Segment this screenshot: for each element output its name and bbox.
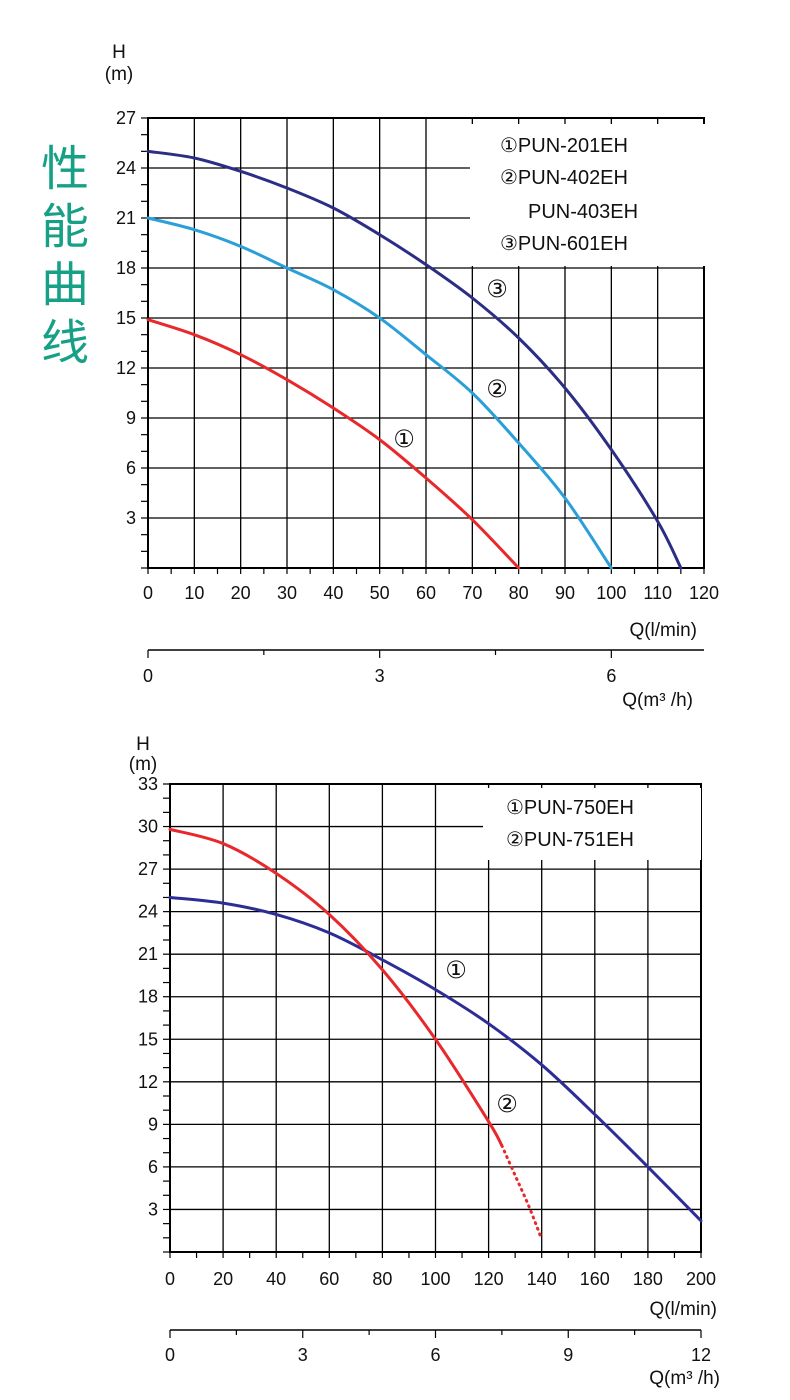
y-tick-label: 3 (126, 508, 136, 528)
y-tick-label: 12 (138, 1072, 158, 1092)
y-tick-label: 24 (116, 158, 136, 178)
x-axis-title: Q(l/min) (629, 620, 697, 641)
secondary-tick-label: 0 (143, 666, 153, 686)
y-tick-label: 12 (116, 358, 136, 378)
legend-box (470, 124, 708, 266)
y-tick-label: 18 (138, 987, 158, 1007)
x-tick-label: 40 (323, 583, 343, 603)
secondary-tick-label: 9 (563, 1345, 573, 1365)
legend-entry: ②PUN-751EH (506, 829, 634, 851)
x-tick-label: 10 (184, 583, 204, 603)
side-title-char-4: 线 (40, 315, 89, 371)
x-tick-label: 50 (370, 583, 390, 603)
series-line-1 (168, 895, 703, 1223)
x-tick-label: 60 (319, 1269, 339, 1289)
legend-box (483, 788, 701, 860)
legend-entry: PUN-403EH (528, 201, 638, 223)
secondary-tick-label: 6 (606, 666, 616, 686)
series-line-1 (146, 318, 521, 570)
x-tick-label: 200 (686, 1269, 716, 1289)
curve-label: ③ (486, 275, 508, 303)
x-tick-label: 90 (555, 583, 575, 603)
side-title-char-1: 性 (40, 141, 89, 197)
y-tick-label: 15 (116, 308, 136, 328)
legend-entry: ②PUN-402EH (500, 167, 628, 189)
secondary-tick-label: 3 (298, 1345, 308, 1365)
legend-entry: ③PUN-601EH (500, 233, 628, 255)
x-tick-label: 0 (165, 1269, 175, 1289)
curve-label: ② (496, 1090, 518, 1118)
side-title-char-3: 曲 (40, 257, 89, 313)
y-tick-label: 3 (148, 1199, 158, 1219)
side-title: 性 能 曲 线 (30, 140, 100, 372)
curve-label: ① (393, 425, 415, 453)
x-tick-label: 120 (689, 583, 719, 603)
x-tick-label: 80 (509, 583, 529, 603)
secondary-tick-label: 0 (165, 1345, 175, 1365)
series-line-3 (500, 1144, 544, 1241)
x-tick-label: 100 (420, 1269, 450, 1289)
x-tick-label: 100 (596, 583, 626, 603)
y-tick-label: 30 (138, 817, 158, 837)
x-tick-label: 110 (643, 583, 672, 603)
x-tick-label: 20 (231, 583, 251, 603)
y-axis-title: H (112, 42, 126, 63)
y-tick-label: 18 (116, 258, 136, 278)
side-title-char-2: 能 (40, 199, 89, 255)
y-tick-label: 27 (138, 859, 158, 879)
y-axis-unit: (m) (105, 64, 133, 85)
y-tick-label: 24 (138, 902, 158, 922)
x-tick-label: 0 (143, 583, 153, 603)
y-tick-label: 6 (126, 458, 136, 478)
x-tick-label: 70 (462, 583, 482, 603)
y-tick-label: 27 (116, 108, 136, 128)
curve-label: ② (486, 375, 508, 403)
y-tick-label: 9 (148, 1114, 158, 1134)
secondary-tick-label: 12 (691, 1345, 711, 1365)
legend-entry: ①PUN-750EH (506, 797, 634, 819)
y-tick-label: 33 (138, 774, 158, 794)
series-line-2 (168, 827, 504, 1148)
y-tick-label: 6 (148, 1157, 158, 1177)
secondary-tick-label: 3 (375, 666, 385, 686)
y-axis-unit: (m) (129, 754, 157, 775)
x-tick-label: 40 (266, 1269, 286, 1289)
secondary-tick-label: 6 (430, 1345, 440, 1365)
series-line-2 (146, 216, 613, 570)
secondary-axis-title: Q(m³ /h) (649, 1368, 720, 1389)
x-tick-label: 160 (580, 1269, 610, 1289)
series-line-3 (146, 149, 683, 570)
x-tick-label: 60 (416, 583, 436, 603)
x-tick-label: 20 (213, 1269, 233, 1289)
y-tick-label: 21 (138, 944, 158, 964)
secondary-axis-title: Q(m³ /h) (622, 690, 693, 711)
x-tick-label: 140 (527, 1269, 557, 1289)
x-tick-label: 30 (277, 583, 297, 603)
legend-entry: ①PUN-201EH (500, 135, 628, 157)
x-axis-title: Q(l/min) (649, 1299, 717, 1320)
y-tick-label: 9 (126, 408, 136, 428)
y-tick-label: 15 (138, 1029, 158, 1049)
y-axis-title: H (136, 734, 150, 755)
x-tick-label: 180 (633, 1269, 663, 1289)
curve-label: ① (445, 956, 467, 984)
x-tick-label: 120 (474, 1269, 504, 1289)
y-tick-label: 21 (116, 208, 136, 228)
x-tick-label: 80 (372, 1269, 392, 1289)
